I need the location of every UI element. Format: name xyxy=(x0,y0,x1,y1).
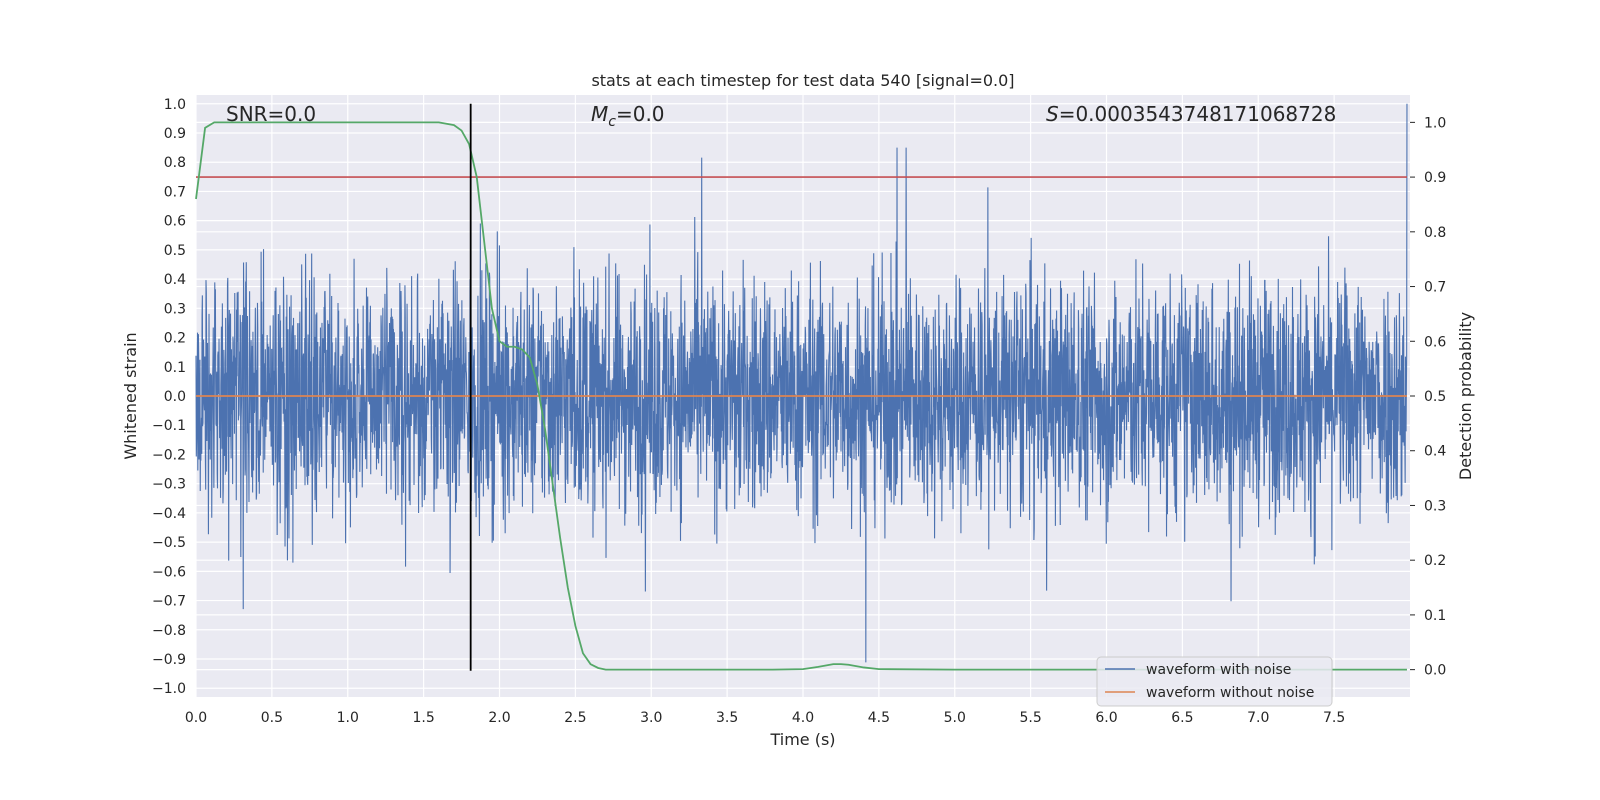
y-right-tick-label: 0.7 xyxy=(1424,280,1446,296)
y-axis-label-right: Detection probability xyxy=(1456,312,1475,480)
x-tick-label: 1.5 xyxy=(412,710,434,726)
series-waveform-with-noise xyxy=(195,103,1408,663)
y-right-tick-labels: 1.0 0.9 0.8 0.7 0.6 0.5 0.4 0.3 0.2 0.1 0.0 xyxy=(1410,115,1446,679)
y-left-tick-label: 0.9 xyxy=(164,126,186,142)
y-left-tick-labels: 1.0 0.9 0.8 0.7 0.6 0.5 0.4 0.3 0.2 0.1 0.0 −0.1 −0.… xyxy=(152,97,186,697)
chart-title: stats at each timestep for test data 540… xyxy=(591,71,1014,90)
x-tick-label: 1.0 xyxy=(337,710,359,726)
y-right-tick-label: 0.0 xyxy=(1424,663,1446,679)
y-left-tick-label: 0.5 xyxy=(164,243,186,259)
y-right-tick-label: 0.3 xyxy=(1424,498,1446,514)
y-left-tick-label: −0.9 xyxy=(152,652,186,668)
y-left-tick-label: −0.7 xyxy=(152,594,186,610)
y-left-tick-label: 0.0 xyxy=(164,389,186,405)
series-detection-probability xyxy=(195,121,1407,671)
y-left-tick-label: 0.1 xyxy=(164,360,186,376)
y-right-tick-label: 0.8 xyxy=(1424,225,1446,241)
x-tick-label: 7.5 xyxy=(1323,710,1345,726)
series-lines xyxy=(195,103,1407,671)
s-annotation: S=0.00035437481710687​28 xyxy=(1046,102,1336,126)
x-tick-label: 0.5 xyxy=(261,710,283,726)
y-left-tick-label: −0.8 xyxy=(152,623,186,639)
x-tick-labels: 0.0 0.5 1.0 1.5 2.0 2.5 3.0 3.5 4.0 4.5 5.0 5.5 6.0 6… xyxy=(185,710,1345,726)
y-right-tick-label: 0.2 xyxy=(1424,553,1446,569)
legend-label-clean: waveform without noise xyxy=(1146,685,1314,701)
y-left-tick-label: 0.4 xyxy=(164,272,186,288)
y-left-tick-label: 0.2 xyxy=(164,331,186,347)
x-tick-label: 2.5 xyxy=(564,710,586,726)
y-right-tick-label: 0.6 xyxy=(1424,334,1446,350)
y-right-tick-label: 0.4 xyxy=(1424,444,1446,460)
y-left-tick-label: −0.5 xyxy=(152,535,186,551)
y-left-tick-label: 0.7 xyxy=(164,184,186,200)
y-left-tick-label: 0.3 xyxy=(164,301,186,317)
y-left-tick-label: −1.0 xyxy=(152,681,186,697)
x-axis-label: Time (s) xyxy=(769,730,835,749)
x-tick-label: 6.0 xyxy=(1095,710,1117,726)
legend-label-noise: waveform with noise xyxy=(1146,662,1291,678)
snr-annotation: SNR=0.0 xyxy=(226,102,316,126)
x-tick-label: 7.0 xyxy=(1247,710,1269,726)
x-tick-label: 3.5 xyxy=(716,710,738,726)
y-right-tick-label: 0.5 xyxy=(1424,389,1446,405)
x-tick-label: 4.5 xyxy=(868,710,890,726)
y-left-tick-label: −0.3 xyxy=(152,477,186,493)
y-left-tick-label: 0.8 xyxy=(164,155,186,171)
noise-trace xyxy=(195,103,1408,663)
x-tick-label: 5.5 xyxy=(1019,710,1041,726)
y-right-tick-label: 1.0 xyxy=(1424,115,1446,131)
x-tick-label: 0.0 xyxy=(185,710,207,726)
x-tick-label: 6.5 xyxy=(1171,710,1193,726)
y-axis-label-left: Whitened strain xyxy=(121,332,140,459)
y-left-tick-label: −0.6 xyxy=(152,564,186,580)
y-right-tick-label: 0.9 xyxy=(1424,170,1446,186)
y-right-tick-label: 0.1 xyxy=(1424,608,1446,624)
y-left-tick-label: −0.2 xyxy=(152,447,186,463)
legend: waveform with noise waveform without noi… xyxy=(1096,656,1333,707)
y-left-tick-label: 1.0 xyxy=(164,97,186,113)
y-left-tick-label: 0.6 xyxy=(164,214,186,230)
x-tick-label: 5.0 xyxy=(944,710,966,726)
y-left-tick-label: −0.4 xyxy=(152,506,186,522)
x-tick-label: 3.0 xyxy=(640,710,662,726)
y-left-tick-label: −0.1 xyxy=(152,418,186,434)
chirp-mass-annotation: Mc=0.0 xyxy=(591,102,665,130)
x-tick-label: 4.0 xyxy=(792,710,814,726)
x-tick-label: 2.0 xyxy=(488,710,510,726)
